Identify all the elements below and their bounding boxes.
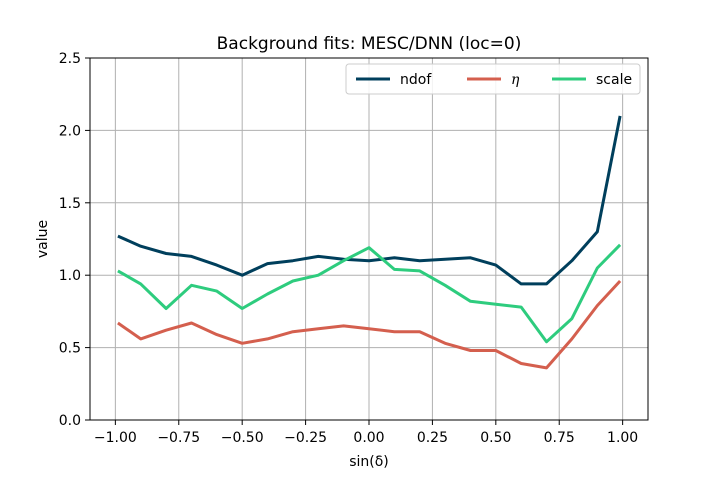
series-line-ndof [117, 115, 622, 286]
x-tick-label: 1.00 [607, 430, 638, 446]
legend: ndof η scale [345, 63, 641, 95]
series-lines [117, 115, 622, 370]
x-tick-label: −1.00 [94, 430, 137, 446]
chart-title: Background fits: MESC/DNN (loc=0) [217, 34, 522, 54]
x-axis-ticks: −1.00 −0.75 −0.50 −0.25 0.00 0.25 0.50 0.75 1.00 [94, 420, 638, 446]
x-tick-label: 0.25 [417, 430, 448, 446]
y-tick-label: 0.0 [59, 413, 81, 429]
y-axis-label: value [35, 220, 51, 258]
y-tick-label: 0.5 [59, 341, 81, 357]
legend-label-eta: η [511, 72, 520, 88]
legend-label-ndof: ndof [400, 72, 432, 88]
legend-label-scale: scale [596, 72, 632, 88]
x-tick-label: −0.50 [221, 430, 264, 446]
y-tick-label: 1.5 [59, 196, 81, 212]
x-tick-label: 0.00 [353, 430, 384, 446]
x-tick-label: 0.75 [544, 430, 575, 446]
y-tick-label: 1.0 [59, 268, 81, 284]
x-tick-label: 0.50 [480, 430, 511, 446]
y-tick-label: 2.5 [59, 51, 81, 67]
x-axis-label: sin(δ) [349, 454, 389, 470]
y-tick-label: 2.0 [59, 123, 81, 139]
series-line-scale [117, 243, 622, 344]
series-line-eta [117, 279, 622, 370]
y-axis-ticks: 0.0 0.5 1.0 1.5 2.0 2.5 [59, 51, 90, 429]
x-tick-label: −0.25 [284, 430, 327, 446]
x-tick-label: −0.75 [157, 430, 200, 446]
